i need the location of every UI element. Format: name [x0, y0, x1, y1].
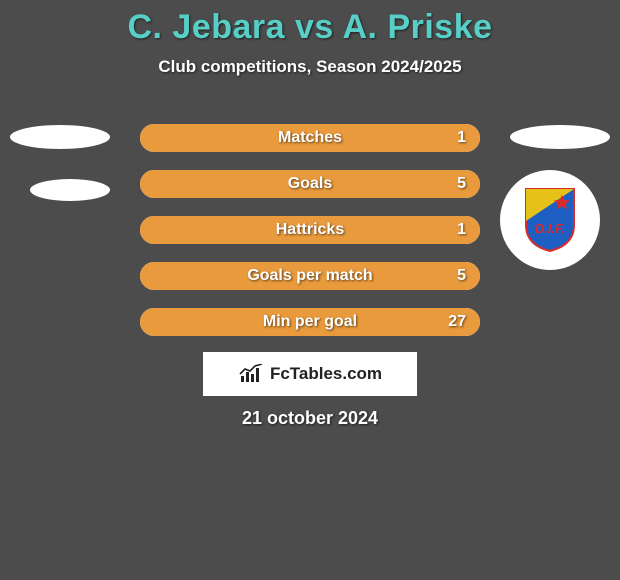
stat-label: Goals [140, 170, 480, 198]
right-player-ellipse [510, 125, 610, 149]
stat-row: Hattricks1 [140, 216, 480, 244]
stat-row: Matches1 [140, 124, 480, 152]
stat-value: 5 [457, 262, 466, 290]
stat-value: 1 [457, 216, 466, 244]
stat-row: Goals5 [140, 170, 480, 198]
watermark: FcTables.com [203, 352, 417, 396]
stat-value: 27 [448, 308, 466, 336]
watermark-text: FcTables.com [270, 364, 382, 384]
left-player-ellipse-2 [30, 179, 110, 201]
stat-label: Min per goal [140, 308, 480, 336]
subtitle: Club competitions, Season 2024/2025 [0, 57, 620, 77]
date-text: 21 october 2024 [0, 408, 620, 429]
stat-value: 1 [457, 124, 466, 152]
chart-icon [238, 364, 264, 384]
stat-row: Goals per match5 [140, 262, 480, 290]
left-player-ellipse-1 [10, 125, 110, 149]
club-shield-icon: D.I.F. [522, 187, 578, 253]
stat-label: Goals per match [140, 262, 480, 290]
stat-label: Matches [140, 124, 480, 152]
stat-bars: Matches1Goals5Hattricks1Goals per match5… [140, 124, 480, 354]
stat-value: 5 [457, 170, 466, 198]
page-title: C. Jebara vs A. Priske [0, 0, 620, 47]
club-initials: D.I.F. [535, 221, 565, 236]
stat-label: Hattricks [140, 216, 480, 244]
stat-row: Min per goal27 [140, 308, 480, 336]
right-player-club-badge: D.I.F. [500, 170, 600, 270]
